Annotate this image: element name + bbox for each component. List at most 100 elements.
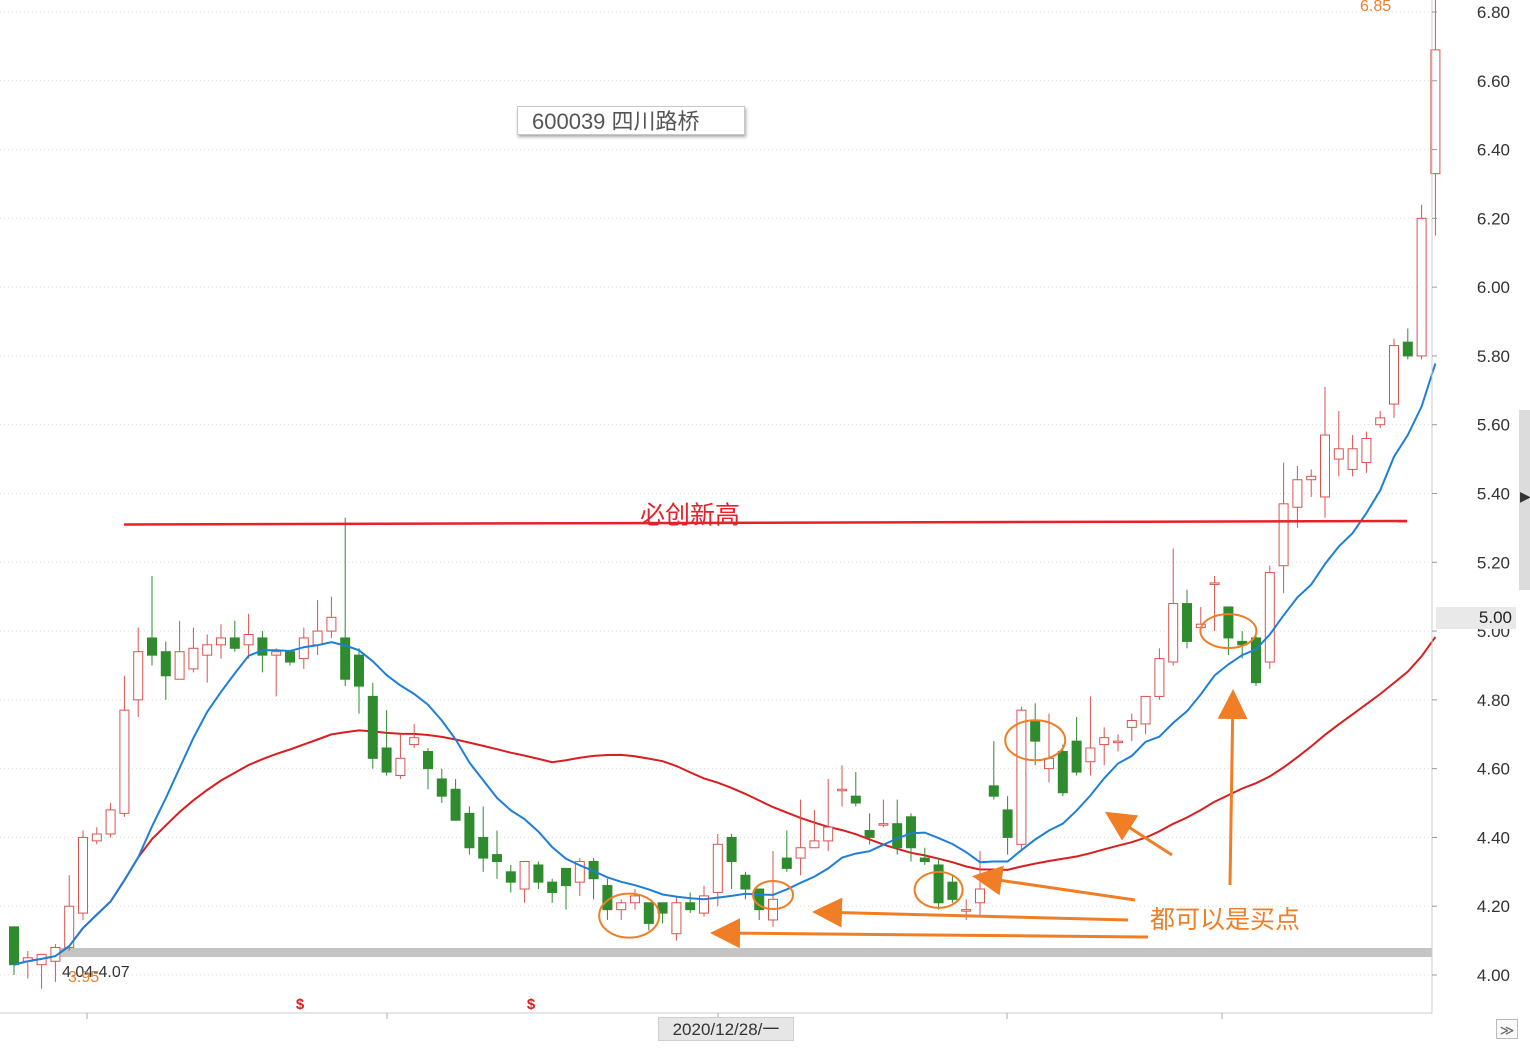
price-tick-label: 5.40: [1477, 485, 1510, 504]
ma-long-layer: [13, 636, 1437, 966]
candle-body: [202, 644, 213, 656]
candle-body: [1333, 448, 1344, 460]
candle-body: [1168, 603, 1179, 663]
cursor-date-label: 2020/12/28/一: [658, 1017, 794, 1041]
support-band: 4.04-4.07: [58, 948, 1432, 981]
buy-label: 都可以是买点: [1150, 905, 1300, 934]
price-tick-label: 4.00: [1477, 966, 1510, 985]
candle-body: [1361, 437, 1372, 464]
price-tick-label: 5.20: [1477, 553, 1510, 572]
price-tick-label: 4.40: [1477, 828, 1510, 847]
price-tick-label: 6.40: [1477, 141, 1510, 160]
candle-body: [1416, 217, 1427, 357]
candle-body: [975, 888, 985, 904]
candle-body: [105, 809, 116, 835]
candle-body: [492, 854, 502, 863]
candle-body: [643, 902, 654, 924]
candle-body: [1264, 572, 1275, 663]
candle-body: [1389, 345, 1399, 405]
buy-arrow: [1217, 689, 1248, 886]
buy-point-circle: [1199, 613, 1258, 650]
candle-body: [450, 788, 461, 821]
low-price-label: 3.95: [68, 969, 99, 986]
grid-lines: [0, 11, 1432, 976]
candle-body: [1278, 503, 1289, 567]
candle-body: [285, 651, 295, 663]
candle-body: [1209, 582, 1220, 585]
price-tick-label: 6.80: [1477, 3, 1510, 22]
candle-body: [781, 857, 792, 869]
ma-short-line: [13, 363, 1437, 966]
buy-arrow: [972, 865, 1136, 902]
candle-body: [1251, 637, 1261, 684]
candle-body: [1057, 750, 1068, 794]
candle-body: [1126, 719, 1137, 728]
candle-body: [367, 695, 378, 759]
candle-body: [312, 630, 323, 646]
scroll-arrow-icon[interactable]: ▶: [1520, 488, 1530, 504]
support-range-label: 4.04-4.07: [62, 964, 130, 981]
candle-layer: [9, 0, 1441, 989]
candle-body: [229, 637, 240, 649]
candle-body: [850, 795, 861, 804]
candle-body: [160, 651, 171, 677]
candle-body: [1306, 475, 1317, 481]
price-tick-label: 5.80: [1477, 347, 1510, 366]
ma-short-layer: [13, 363, 1437, 966]
buy-arrow: [710, 918, 1149, 949]
candle-body: [395, 757, 406, 777]
candle-body: [1113, 740, 1123, 744]
price-tick-label: 4.60: [1477, 760, 1510, 779]
candle-body: [326, 616, 337, 632]
candle-body: [9, 926, 19, 966]
candle-body: [133, 651, 144, 701]
stock-title: 600039 四川路桥: [517, 106, 745, 135]
candle-body: [436, 778, 447, 797]
candle-body: [423, 750, 433, 770]
candle-body: [1223, 606, 1234, 639]
price-tick-label: 6.00: [1477, 278, 1510, 297]
current-price-label: 5.00: [1436, 607, 1516, 629]
candle-body: [478, 836, 489, 859]
buy-arrow: [812, 897, 1129, 928]
candle-body: [1430, 49, 1441, 175]
candle-body: [1099, 737, 1110, 746]
ma-long-line: [13, 636, 1437, 966]
buy-point-circle: [752, 880, 794, 911]
candle-body: [216, 637, 226, 646]
candle-body: [1085, 747, 1096, 763]
candle-body: [188, 647, 199, 670]
candle-body: [1347, 448, 1358, 470]
candle-body: [878, 823, 889, 826]
price-tick-label: 6.20: [1477, 209, 1510, 228]
candle-body: [519, 861, 530, 890]
scrollbar-thumb[interactable]: [1519, 410, 1530, 590]
candle-body: [988, 785, 999, 797]
candle-body: [119, 709, 130, 814]
candle-body: [243, 634, 254, 646]
candle-body: [1154, 658, 1165, 697]
candle-body: [892, 823, 903, 849]
candle-body: [174, 651, 185, 680]
resistance-label: 必创新高: [640, 500, 740, 529]
candle-body: [1140, 695, 1151, 725]
candle-body: [671, 902, 682, 935]
candle-body: [699, 895, 709, 914]
expand-button[interactable]: ≫: [1496, 1019, 1518, 1039]
candle-body: [271, 651, 282, 656]
candle-body: [354, 654, 364, 687]
candle-body: [561, 867, 571, 887]
candle-body: [381, 747, 392, 773]
candle-body: [864, 830, 875, 838]
candle-body: [947, 881, 958, 900]
candle-body: [464, 812, 475, 849]
event-marker: $: [527, 996, 536, 1013]
buy-point-circle: [598, 892, 661, 939]
price-tick-label: 4.20: [1477, 897, 1510, 916]
candle-body: [919, 857, 930, 863]
buy-point-circle: [913, 870, 964, 909]
candle-body: [340, 637, 351, 680]
candle-body: [64, 905, 75, 948]
